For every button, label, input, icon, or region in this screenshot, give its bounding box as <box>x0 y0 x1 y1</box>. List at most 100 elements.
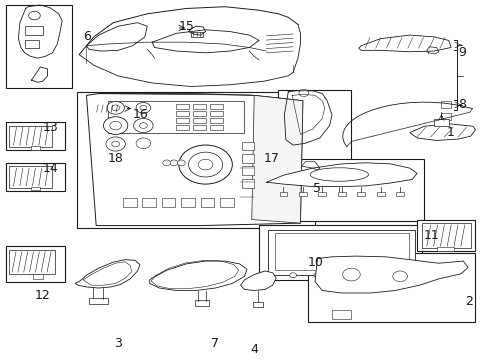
Circle shape <box>188 152 222 177</box>
Circle shape <box>170 160 178 166</box>
Text: 13: 13 <box>42 121 59 134</box>
Bar <box>201 198 214 207</box>
Circle shape <box>179 145 232 184</box>
Bar <box>181 198 195 207</box>
Text: 5: 5 <box>313 182 321 195</box>
Bar <box>210 104 222 108</box>
Circle shape <box>107 102 124 114</box>
Polygon shape <box>251 95 302 223</box>
Polygon shape <box>86 94 302 226</box>
Bar <box>193 125 205 130</box>
Bar <box>6 5 72 88</box>
Bar <box>191 32 203 37</box>
Bar <box>89 298 108 303</box>
Circle shape <box>289 273 296 278</box>
Text: 12: 12 <box>35 289 50 302</box>
Bar <box>142 198 156 207</box>
Bar <box>25 26 42 35</box>
Circle shape <box>433 133 441 139</box>
Bar <box>122 198 136 207</box>
Bar <box>77 92 314 229</box>
Bar <box>6 163 64 191</box>
Circle shape <box>29 11 40 20</box>
Text: 18: 18 <box>107 152 123 165</box>
Circle shape <box>386 273 393 278</box>
Bar <box>436 247 453 252</box>
Bar <box>307 253 474 323</box>
Circle shape <box>110 121 121 130</box>
Bar <box>242 141 254 150</box>
Bar <box>274 233 408 270</box>
Bar <box>421 223 469 248</box>
Text: 17: 17 <box>264 152 279 165</box>
Bar <box>259 159 424 221</box>
Text: 14: 14 <box>42 162 59 175</box>
Bar <box>6 122 64 150</box>
Circle shape <box>163 160 170 166</box>
Bar <box>376 192 384 196</box>
Bar <box>441 113 450 120</box>
Text: 2: 2 <box>464 294 472 308</box>
Bar <box>298 192 306 196</box>
Bar <box>331 310 351 319</box>
Text: 10: 10 <box>307 256 323 269</box>
Bar <box>277 90 351 172</box>
Text: 15: 15 <box>179 21 194 33</box>
Bar <box>259 225 421 280</box>
Ellipse shape <box>309 168 368 181</box>
Circle shape <box>342 268 360 281</box>
Circle shape <box>338 273 345 278</box>
Bar <box>162 198 175 207</box>
Polygon shape <box>240 271 276 291</box>
Bar <box>337 192 345 196</box>
Bar <box>25 40 39 48</box>
Bar <box>176 118 188 123</box>
Circle shape <box>133 118 153 132</box>
Circle shape <box>139 123 147 129</box>
Polygon shape <box>75 260 140 288</box>
Text: 3: 3 <box>114 337 122 350</box>
Bar <box>108 101 244 132</box>
Circle shape <box>298 89 308 96</box>
Circle shape <box>112 105 119 111</box>
Circle shape <box>313 273 320 278</box>
Bar <box>9 126 52 147</box>
Circle shape <box>136 103 150 113</box>
Bar <box>210 111 222 116</box>
Circle shape <box>362 273 369 278</box>
Bar <box>176 104 188 108</box>
Bar <box>195 301 209 306</box>
Text: 4: 4 <box>250 343 258 356</box>
Circle shape <box>198 159 212 170</box>
Bar <box>30 186 40 190</box>
Circle shape <box>136 138 150 149</box>
Text: 9: 9 <box>458 46 466 59</box>
Text: 16: 16 <box>132 108 148 121</box>
Polygon shape <box>358 35 450 52</box>
Bar <box>242 179 254 188</box>
Circle shape <box>392 271 407 282</box>
Polygon shape <box>314 256 467 293</box>
Bar <box>193 111 205 116</box>
Circle shape <box>140 105 146 110</box>
Text: 11: 11 <box>423 229 438 242</box>
Bar <box>318 192 325 196</box>
Bar <box>6 246 64 282</box>
Polygon shape <box>409 124 474 140</box>
Bar <box>341 274 356 279</box>
Bar <box>279 192 287 196</box>
Circle shape <box>106 137 125 151</box>
Bar <box>441 101 450 108</box>
Circle shape <box>103 117 127 134</box>
Bar <box>395 192 403 196</box>
Polygon shape <box>266 163 416 186</box>
Circle shape <box>112 141 119 147</box>
Bar <box>30 146 40 150</box>
Bar <box>433 119 448 126</box>
Bar <box>267 230 414 275</box>
Bar <box>242 154 254 163</box>
Bar <box>9 166 52 188</box>
Bar <box>210 118 222 123</box>
Bar <box>193 104 205 108</box>
Bar <box>220 198 233 207</box>
